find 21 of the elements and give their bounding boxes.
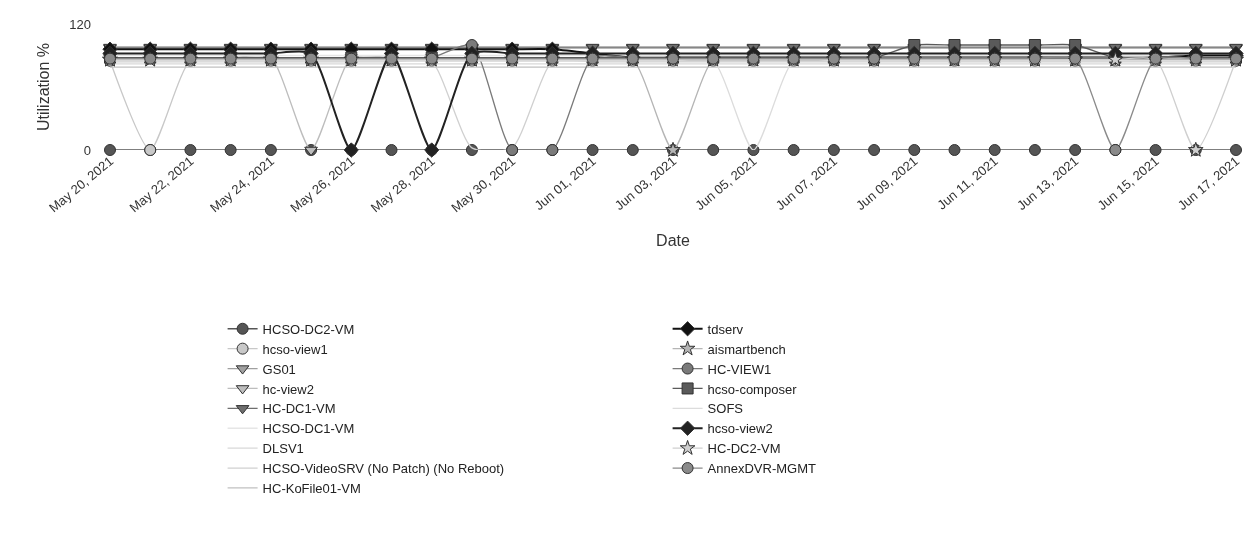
legend-label: HC-DC1-VM: [262, 401, 336, 417]
legend-label: hc-view2: [262, 381, 314, 397]
legend-label: HC-DC2-VM: [707, 441, 781, 457]
legend-label: GS01: [262, 361, 296, 377]
legend-label: hcso-composer: [707, 381, 798, 397]
legend-label: DLSV1: [262, 441, 304, 457]
legend-label: hcso-view1: [262, 341, 328, 357]
legend-label: tdserv: [707, 321, 744, 337]
y-axis-title: Utilization %: [35, 42, 53, 132]
legend-label: hcso-view2: [707, 421, 773, 437]
legend-label: HCSO-DC2-VM: [262, 321, 355, 337]
legend-label: HC-KoFile01-VM: [262, 481, 361, 497]
y-tick-label: 0: [83, 142, 91, 158]
legend-label: AnnexDVR-MGMT: [707, 461, 817, 477]
y-tick-label: 120: [69, 16, 91, 32]
legend-label: SOFS: [707, 401, 744, 417]
legend-label: HCSO-DC1-VM: [262, 421, 355, 437]
x-axis-title: Date: [656, 232, 690, 250]
legend-label: HC-VIEW1: [707, 361, 772, 377]
legend-label: aismartbench: [707, 341, 786, 357]
legend-label: HCSO-VideoSRV (No Patch) (No Reboot): [262, 461, 505, 477]
